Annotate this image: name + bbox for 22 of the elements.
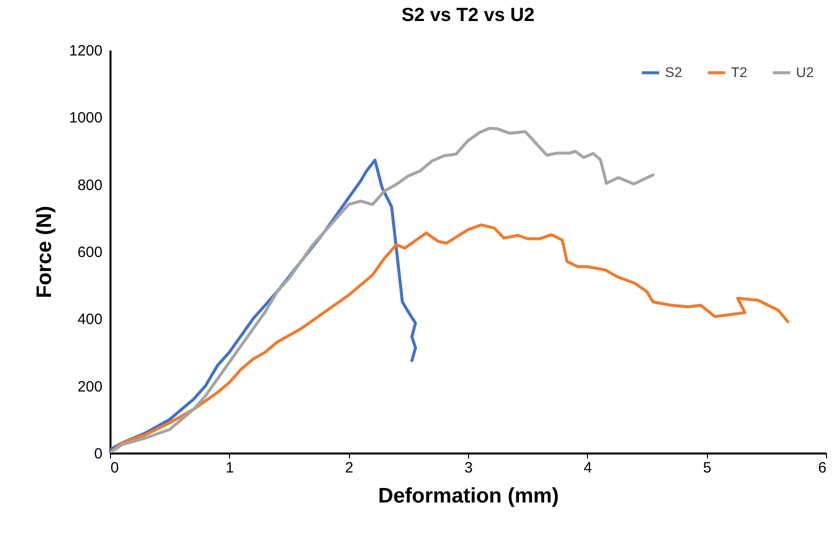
y-tick-label: 1000 — [69, 110, 102, 127]
x-tick-label: 6 — [818, 460, 826, 476]
y-tick-label: 200 — [77, 378, 102, 396]
y-tick-label: 600 — [77, 244, 102, 261]
line-series — [110, 223, 790, 453]
line-series — [110, 126, 654, 453]
chart-title: S2 vs T2 vs U2 — [401, 5, 535, 26]
x-tick-label: 1 — [226, 460, 234, 476]
x-tick-label: 0 — [110, 460, 119, 476]
y-tick-label: 0 — [94, 446, 102, 462]
x-tick-label: 5 — [702, 460, 712, 476]
y-tick-label: 800 — [77, 176, 102, 194]
y-tick-label: 1200 — [69, 42, 102, 60]
x-tick-label: 3 — [464, 460, 473, 476]
legend-label: S2 — [665, 64, 682, 80]
y-axis-title: Force (N) — [33, 206, 56, 298]
x-axis-title: Deformation (mm) — [378, 484, 559, 508]
legend-label: U2 — [796, 64, 814, 80]
x-tick-label: 2 — [344, 460, 354, 476]
x-tick-label: 4 — [584, 460, 592, 476]
y-tick-label: 400 — [77, 311, 102, 328]
legend-label: T2 — [731, 64, 748, 80]
